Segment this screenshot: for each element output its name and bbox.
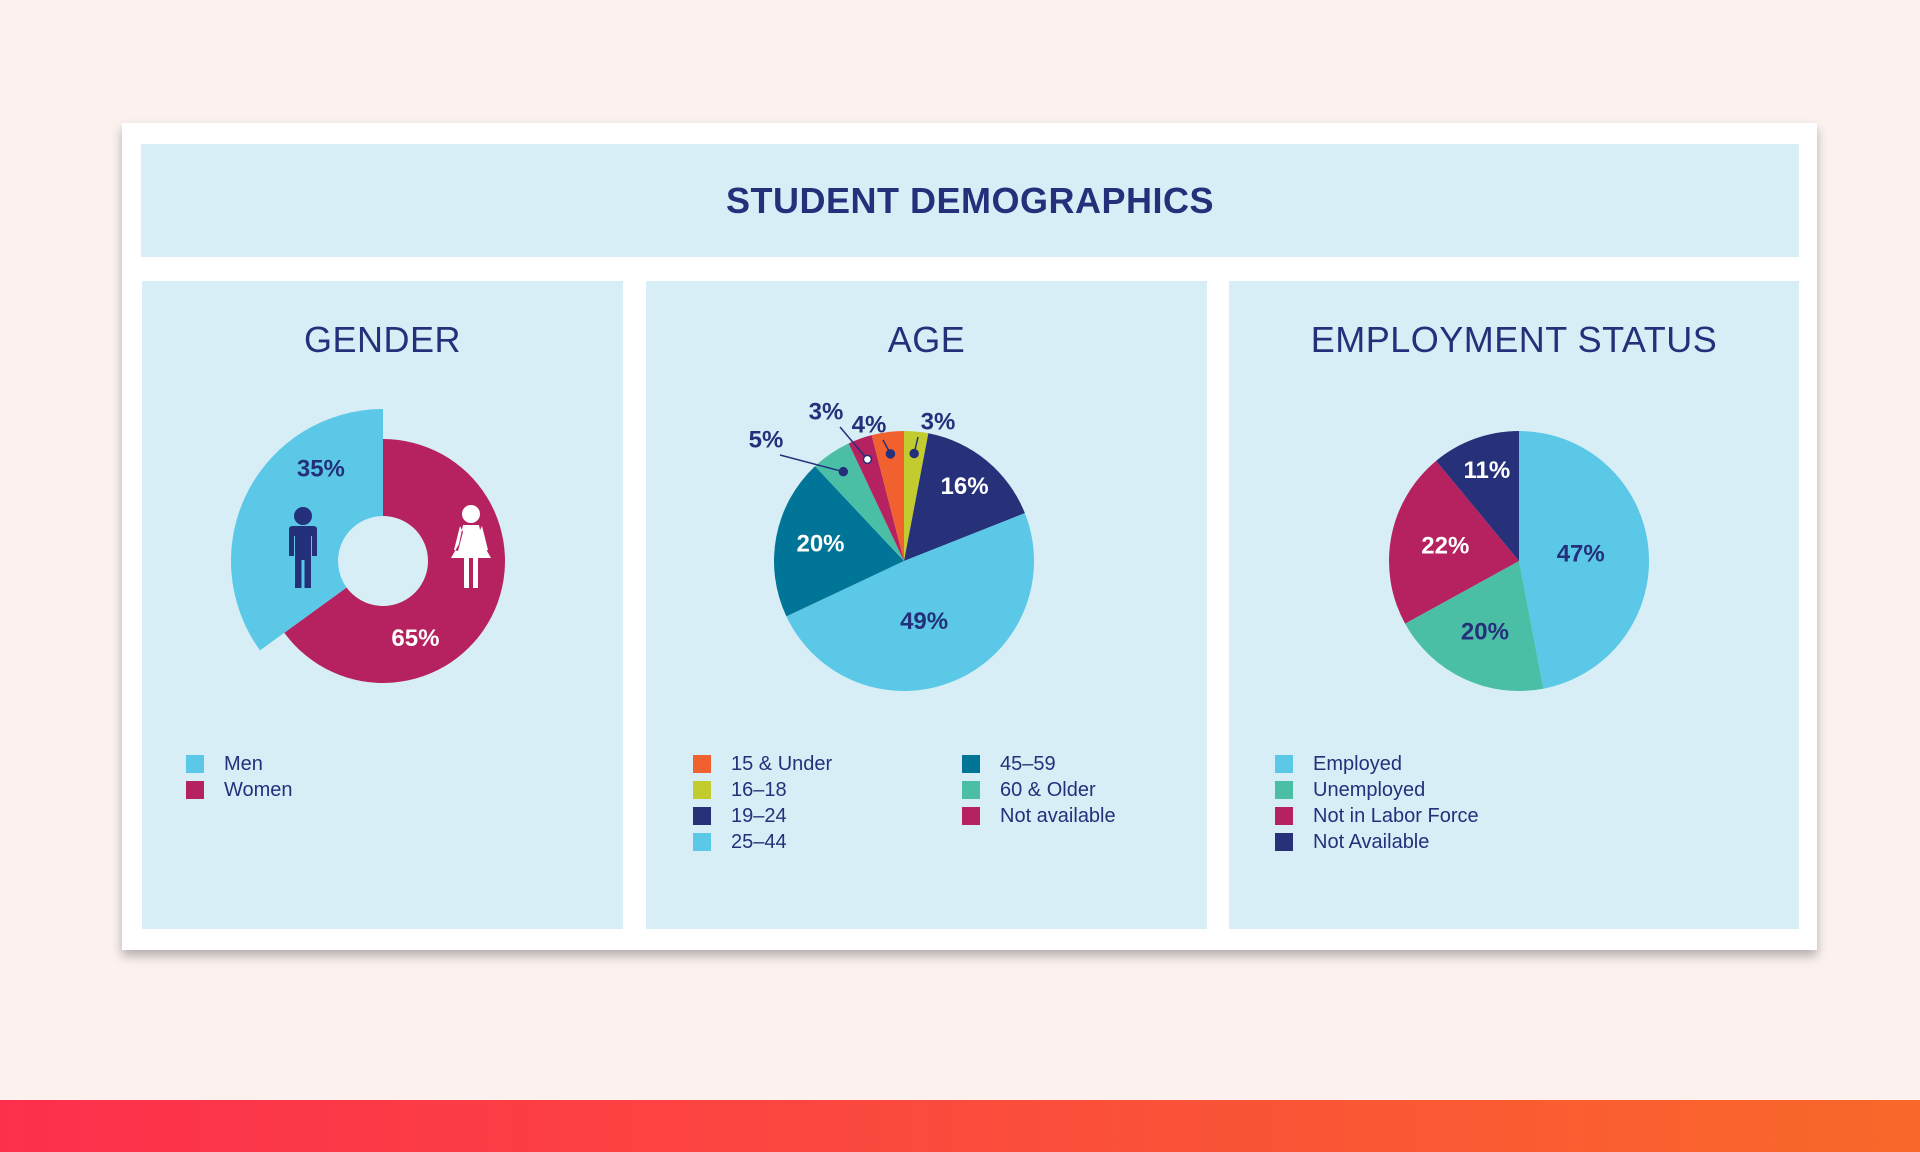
gender-legend-item-men: Men — [186, 751, 293, 777]
value-label-45-59: 20% — [796, 530, 844, 557]
callout-dot-60-older — [838, 466, 849, 477]
legend-swatch — [1275, 755, 1293, 773]
legend-label: 19–24 — [731, 804, 787, 827]
legend-label: 15 & Under — [731, 752, 833, 775]
gender-chart: 35% 65% — [231, 409, 506, 683]
age-legend-item-60-older: 60 & Older — [962, 777, 1116, 803]
pie-slice-16-18 — [904, 431, 929, 561]
employment-legend-item-employed: Employed — [1275, 751, 1479, 777]
callout-dot-16-18 — [909, 448, 919, 459]
employment-legend: Employed Unemployed Not in Labor Force Not … — [1275, 751, 1479, 855]
employment-panel: EMPLOYMENT STATUS 47% 20% 22% 11% Employed U… — [1229, 281, 1799, 929]
pie-slice-unemployed — [1405, 561, 1544, 691]
legend-swatch — [962, 755, 980, 773]
value-label-16-18: 3% — [921, 408, 956, 435]
title-banner: STUDENT DEMOGRAPHICS — [141, 144, 1799, 257]
legend-label: Not available — [1000, 804, 1116, 827]
legend-swatch — [186, 755, 204, 773]
legend-swatch — [693, 781, 711, 799]
value-label-25-44: 49% — [900, 608, 948, 635]
pie-slice-employed — [1519, 431, 1649, 689]
value-label-not-available: 3% — [809, 398, 844, 425]
demographics-card: STUDENT DEMOGRAPHICS GENDER 35% 65% Men Wo… — [122, 123, 1817, 950]
man-icon — [289, 507, 317, 588]
pie-slice-not-available — [848, 435, 904, 561]
value-label-19-24: 16% — [941, 473, 989, 500]
legend-swatch — [1275, 833, 1293, 851]
value-label-not-in-labor-force: 22% — [1421, 532, 1469, 559]
age-legend-item-16-18: 16–18 — [693, 777, 832, 803]
legend-label: Employed — [1313, 752, 1402, 775]
callout-dot-15-under — [885, 449, 896, 459]
legend-swatch — [1275, 781, 1293, 799]
value-label-60-older: 5% — [749, 426, 784, 453]
employment-legend-item-unemployed: Unemployed — [1275, 777, 1479, 803]
legend-swatch — [1275, 807, 1293, 825]
legend-label: Women — [224, 778, 293, 801]
pie-slice-19-24 — [904, 433, 1025, 561]
age-panel: AGE 16% 49% 20% 4% 3% 5% 3% 15 & Under 16–18 19–… — [646, 281, 1207, 929]
pie-slice-25-44 — [786, 513, 1034, 691]
age-legend-item-15-under: 15 & Under — [693, 751, 832, 777]
legend-swatch — [693, 807, 711, 825]
age-legend-item-not-available: Not available — [962, 803, 1116, 829]
legend-swatch — [693, 755, 711, 773]
employment-legend-item-not-in-labor-force: Not in Labor Force — [1275, 803, 1479, 829]
value-label-unemployed: 20% — [1461, 619, 1509, 646]
employment-legend-item-not-available: Not Available — [1275, 829, 1479, 855]
gender-panel: GENDER 35% 65% Men Women — [142, 281, 623, 929]
legend-label: 25–44 — [731, 830, 787, 853]
footer-gradient-bar — [0, 1100, 1920, 1152]
gender-legend: Men Women — [186, 751, 293, 803]
legend-label: 16–18 — [731, 778, 787, 801]
age-legend-item-19-24: 19–24 — [693, 803, 832, 829]
age-chart: 16% 49% 20% 4% 3% 5% 3% — [749, 398, 1034, 691]
legend-swatch — [186, 781, 204, 799]
value-label-15-under: 4% — [852, 411, 887, 438]
callout-line-not-available — [839, 426, 868, 460]
age-title: AGE — [887, 319, 966, 360]
legend-label: Unemployed — [1313, 778, 1426, 801]
value-label-men: 35% — [297, 456, 345, 483]
value-label-women: 65% — [391, 625, 439, 652]
pie-slice-45-59 — [774, 466, 904, 617]
legend-swatch — [962, 807, 980, 825]
age-legend-item-45-59: 45–59 — [962, 751, 1116, 777]
legend-label: 60 & Older — [1000, 778, 1096, 801]
pie-slice-not-in-labor-force — [1389, 460, 1519, 624]
age-legend-item-25-44: 25–44 — [693, 829, 832, 855]
legend-swatch — [693, 833, 711, 851]
employment-chart: 47% 20% 22% 11% — [1389, 431, 1649, 691]
legend-swatch — [962, 781, 980, 799]
woman-icon — [451, 505, 491, 588]
value-label-not-available: 11% — [1463, 457, 1510, 484]
pie-slice-women — [284, 439, 506, 683]
pie-slice-15-under — [871, 431, 904, 561]
value-label-employed: 47% — [1557, 541, 1605, 568]
employment-title: EMPLOYMENT STATUS — [1310, 319, 1718, 360]
legend-label: 45–59 — [1000, 752, 1056, 775]
legend-label: Men — [224, 752, 263, 775]
legend-label: Not Available — [1313, 830, 1430, 853]
age-legend-column-2: 45–59 60 & Older Not available — [962, 751, 1116, 829]
callout-line-60-older — [779, 454, 844, 473]
page-title: STUDENT DEMOGRAPHICS — [725, 179, 1215, 221]
gender-title: GENDER — [303, 319, 462, 360]
gender-legend-item-women: Women — [186, 777, 293, 803]
age-legend-column-1: 15 & Under 16–18 19–24 25–44 — [693, 751, 832, 855]
callout-dot-not-available — [862, 454, 873, 465]
pie-slice-not-available — [1436, 431, 1519, 561]
pie-slice-60-older — [815, 443, 904, 561]
legend-label: Not in Labor Force — [1313, 804, 1479, 827]
